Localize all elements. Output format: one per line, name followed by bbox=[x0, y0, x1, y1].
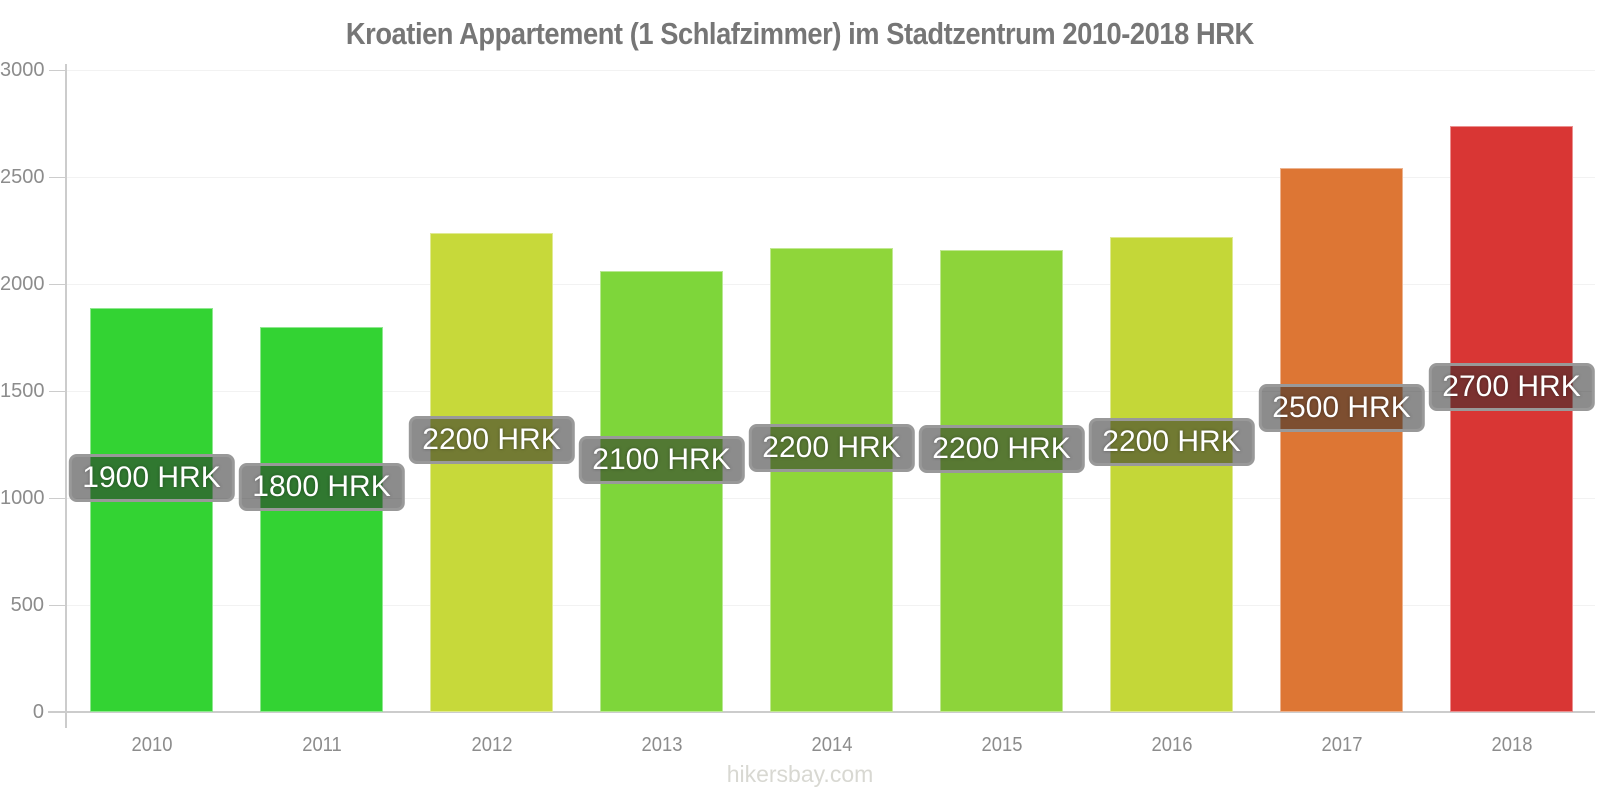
y-axis-label: 2500 bbox=[0, 166, 45, 188]
y-axis-label: 1000 bbox=[0, 487, 45, 509]
bar-2014[interactable] bbox=[770, 247, 893, 712]
y-axis-label: 1500 bbox=[0, 380, 45, 402]
x-axis-label-2011: 2011 bbox=[301, 734, 342, 756]
chart-title: Kroatien Appartement (1 Schlafzimmer) im… bbox=[0, 16, 1600, 52]
bar-2012[interactable] bbox=[430, 232, 553, 712]
y-axis-tick-1500 bbox=[49, 391, 66, 392]
y-axis-tick-3000 bbox=[49, 70, 66, 71]
bar-value-badge-2014: 2200 HRK bbox=[748, 423, 915, 472]
bar-2010[interactable] bbox=[90, 307, 213, 712]
y-axis-label: 3000 bbox=[0, 59, 45, 81]
gridline-2500 bbox=[66, 177, 1595, 178]
bar-value-badge-2010: 1900 HRK bbox=[68, 453, 235, 502]
bar-2017[interactable] bbox=[1280, 168, 1403, 712]
bar-value-badge-2011: 1800 HRK bbox=[238, 463, 405, 512]
bar-value-badge-2015: 2200 HRK bbox=[918, 424, 1085, 473]
x-axis-label-2018: 2018 bbox=[1491, 734, 1532, 756]
y-axis-tick-1000 bbox=[49, 498, 66, 499]
y-axis-label: 0 bbox=[32, 701, 44, 723]
x-axis-label-2012: 2012 bbox=[471, 734, 512, 756]
bar-value-badge-2012: 2200 HRK bbox=[408, 416, 575, 465]
bar-2011[interactable] bbox=[260, 326, 383, 712]
x-axis-label-2013: 2013 bbox=[641, 734, 682, 756]
y-axis-tick-2500 bbox=[49, 177, 66, 178]
y-axis-line bbox=[65, 64, 67, 728]
bar-2013[interactable] bbox=[600, 271, 723, 712]
gridline-3000 bbox=[66, 70, 1595, 71]
x-axis-label-2015: 2015 bbox=[981, 734, 1022, 756]
x-axis-line bbox=[48, 711, 1595, 713]
bar-value-badge-2013: 2100 HRK bbox=[578, 435, 745, 484]
x-axis-label-2014: 2014 bbox=[811, 734, 852, 756]
y-axis-tick-500 bbox=[49, 605, 66, 606]
y-axis-tick-2000 bbox=[49, 284, 66, 285]
bar-value-badge-2018: 2700 HRK bbox=[1428, 362, 1595, 411]
chart-title-text: Kroatien Appartement (1 Schlafzimmer) im… bbox=[346, 16, 1254, 51]
y-axis-label: 500 bbox=[10, 594, 44, 616]
bar-2016[interactable] bbox=[1110, 236, 1233, 712]
bar-value-badge-2016: 2200 HRK bbox=[1088, 418, 1255, 467]
bar-2018[interactable] bbox=[1450, 125, 1573, 712]
source-watermark: hikersbay.com bbox=[726, 761, 874, 787]
y-axis-label: 2000 bbox=[0, 273, 45, 295]
bar-value-badge-2017: 2500 HRK bbox=[1258, 384, 1425, 433]
x-axis-label-2017: 2017 bbox=[1321, 734, 1362, 756]
x-axis-label-2010: 2010 bbox=[131, 734, 172, 756]
bar-2015[interactable] bbox=[940, 249, 1063, 712]
x-axis-label-2016: 2016 bbox=[1151, 734, 1192, 756]
